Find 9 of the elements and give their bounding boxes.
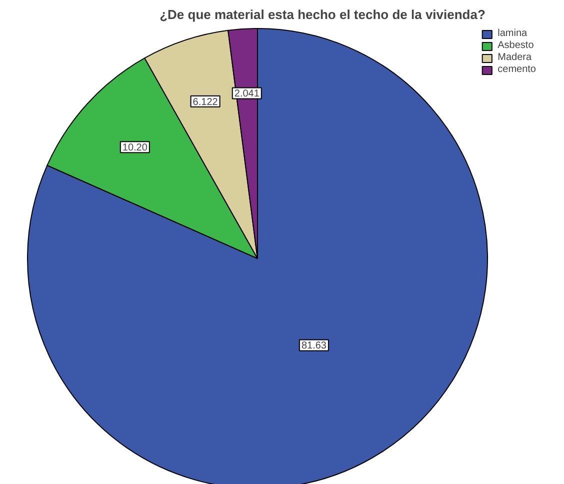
data-label: 2.041 (234, 88, 260, 100)
legend-label: lamina (498, 28, 528, 39)
legend-label: Asbesto (498, 40, 534, 51)
data-label: 10.20 (122, 142, 148, 154)
legend-label: cemento (498, 64, 536, 75)
chart-title: ¿De que material esta hecho el techo de la vivienda? (160, 7, 486, 22)
legend-label: Madera (498, 52, 532, 63)
data-label: 6.122 (192, 96, 218, 108)
data-label: 81.63 (301, 340, 327, 352)
